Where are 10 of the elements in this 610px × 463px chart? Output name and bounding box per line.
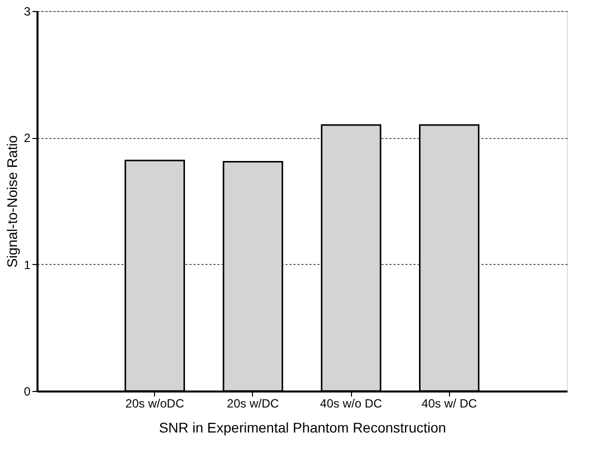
y-tick-label: 2	[24, 131, 31, 146]
y-tick-label: 1	[24, 258, 31, 272]
x-tick-label: 20s w/oDC	[125, 396, 184, 410]
y-axis-title: Signal-to-Noise Ratio	[4, 135, 20, 268]
x-tick-label: 20s w/DC	[226, 396, 280, 410]
x-tick-label: 40s w/o DC	[320, 396, 382, 410]
y-tick-label: 3	[24, 4, 31, 18]
x-axis-title: SNR in Experimental Phantom Reconstruction	[158, 420, 446, 436]
y-tick-label: 0	[24, 384, 31, 398]
x-tick-label: 40s w/ DC	[422, 396, 478, 410]
